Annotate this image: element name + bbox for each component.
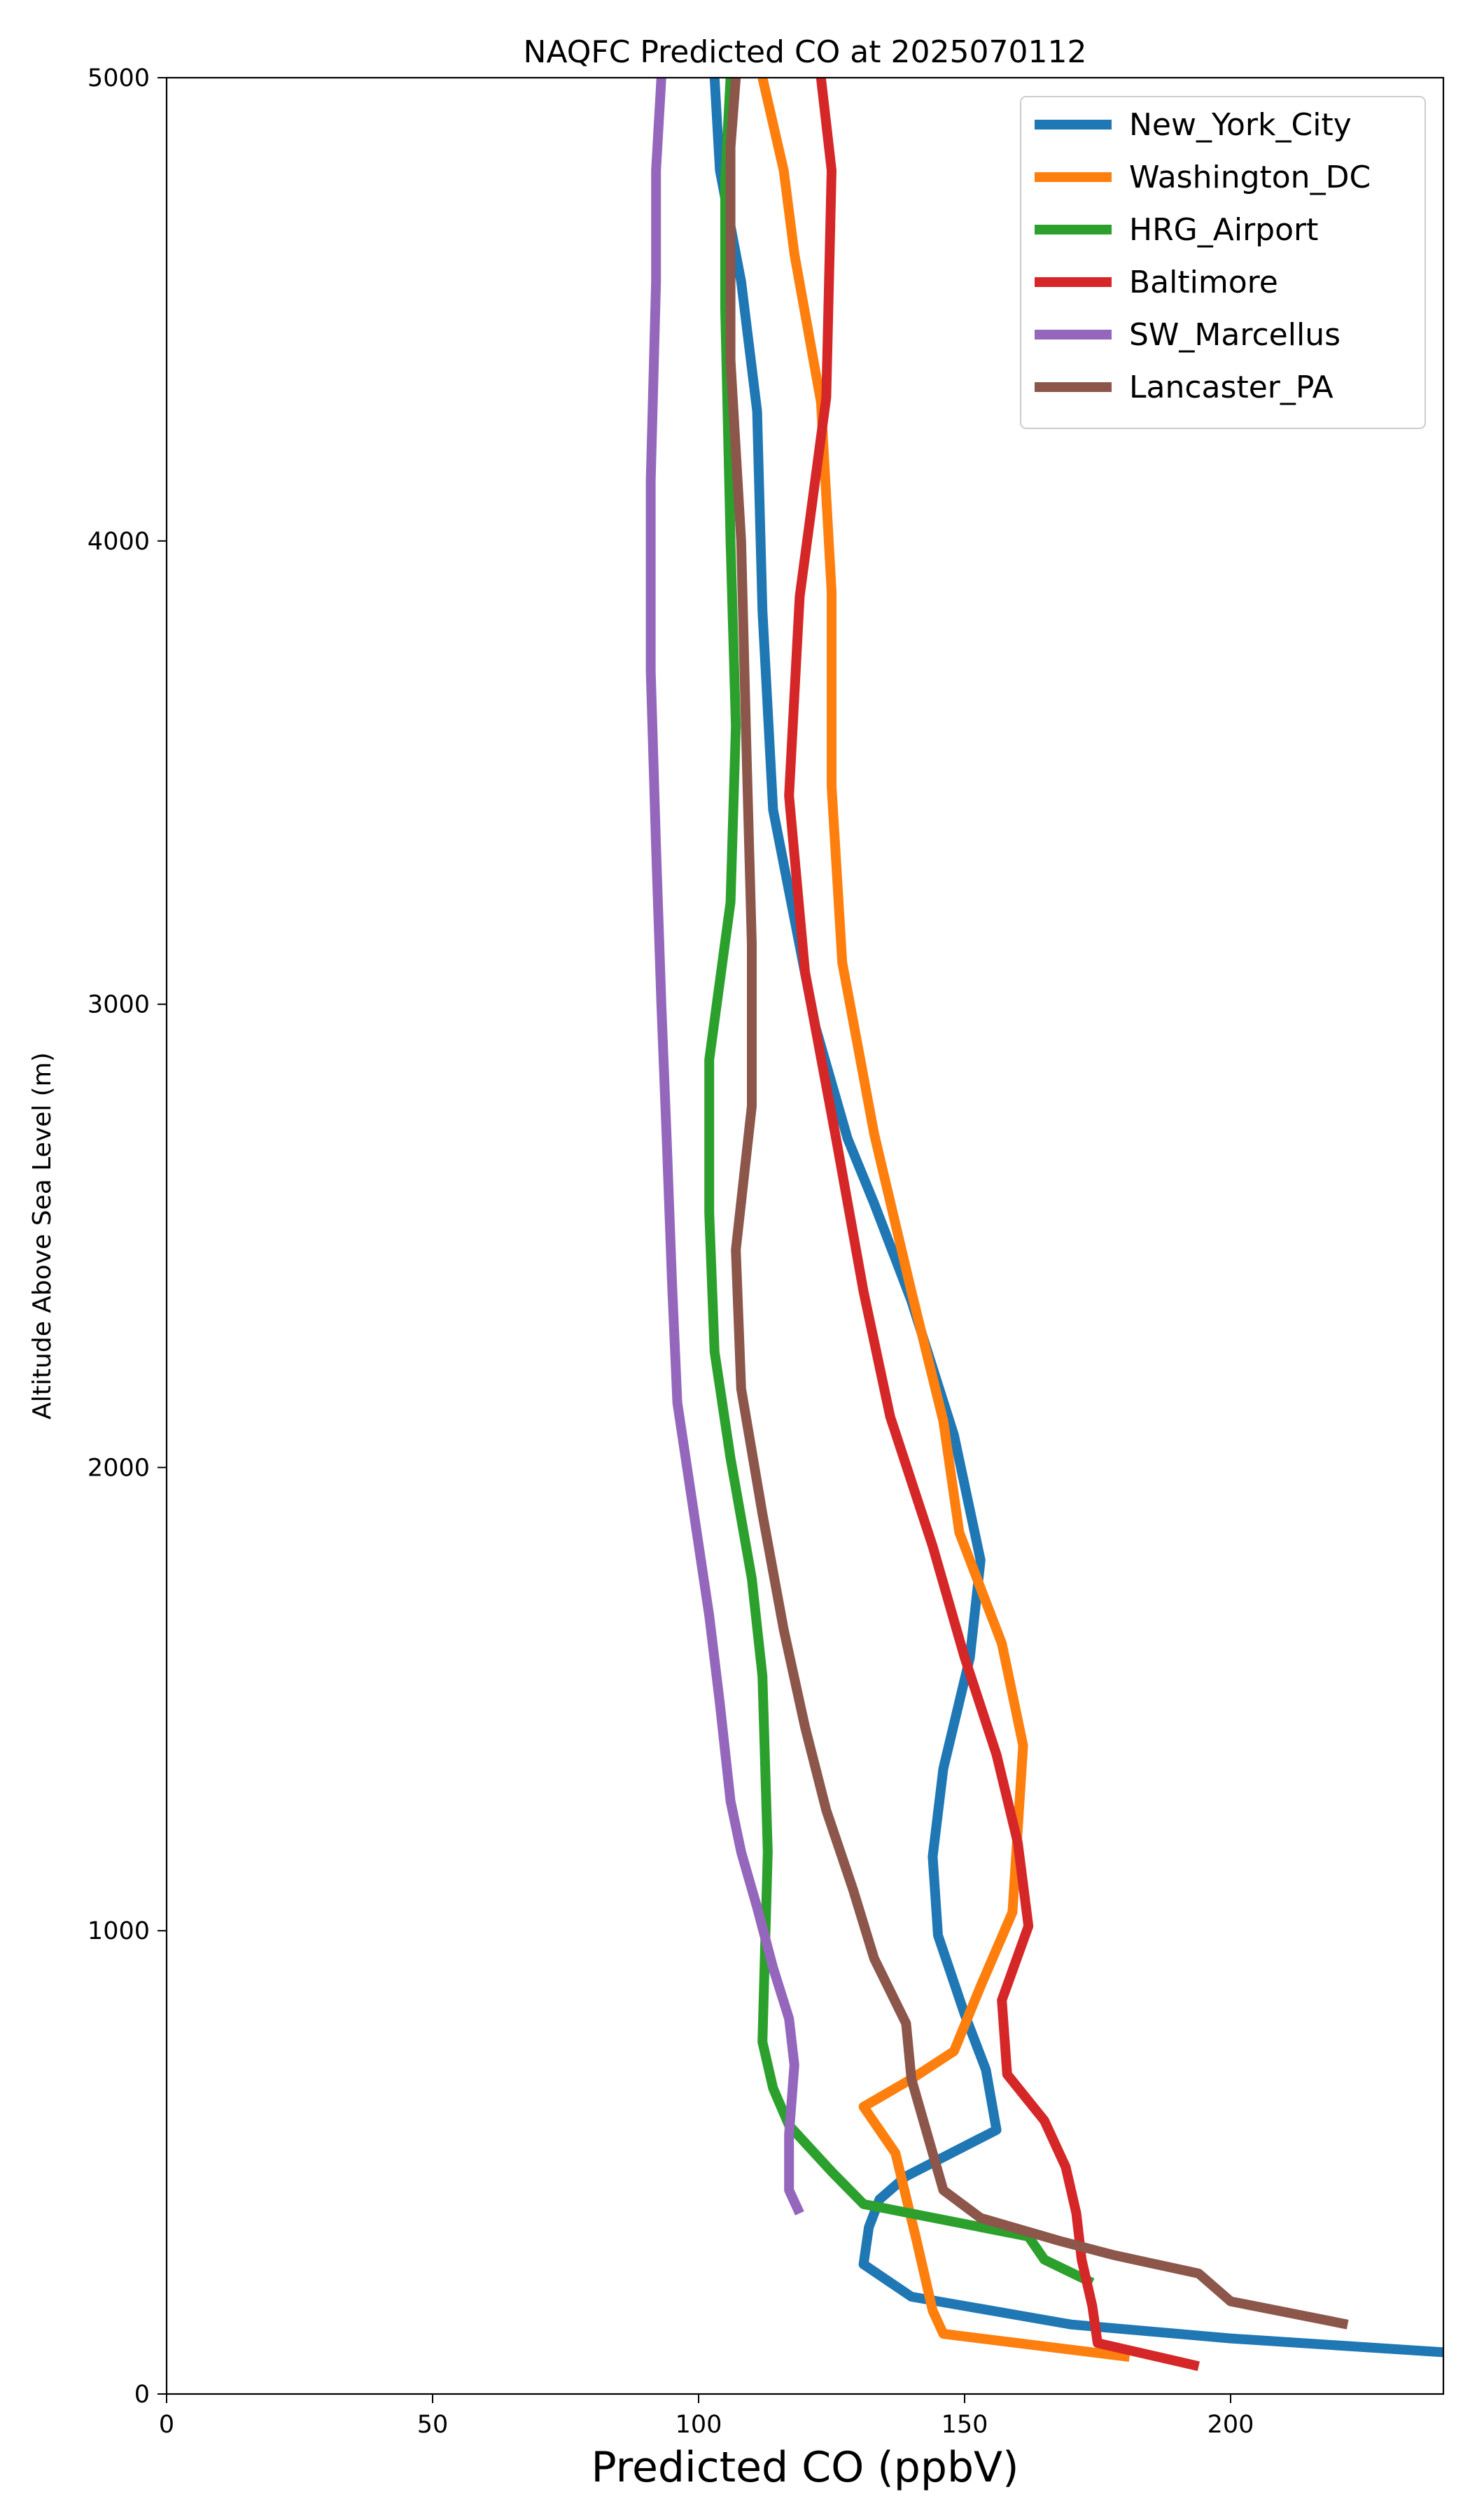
- legend-label: Baltimore: [1129, 265, 1278, 300]
- legend-box: [1020, 96, 1426, 429]
- y-tick-label: 0: [134, 2381, 150, 2409]
- series-line-baltimore: [784, 78, 1200, 2372]
- legend-label: New_York_City: [1129, 107, 1352, 143]
- y-tick-label: 5000: [88, 64, 150, 92]
- x-tick-label: 100: [676, 2411, 722, 2439]
- chart-title: NAQFC Predicted CO at 2025070112: [524, 34, 1087, 70]
- series-line-sw-marcellus: [645, 78, 804, 2216]
- x-tick-label: 150: [941, 2411, 988, 2439]
- x-tick-label: 50: [417, 2411, 449, 2439]
- series-line-lancaster-pa: [725, 78, 1349, 2330]
- legend-label: Washington_DC: [1129, 160, 1371, 195]
- y-tick-label: 1000: [88, 1917, 150, 1945]
- y-tick-label: 4000: [88, 528, 150, 556]
- series-line-new-york-city: [709, 78, 1443, 2358]
- x-axis-label: Predicted CO (ppbV): [591, 2443, 1018, 2492]
- plot-area: [645, 78, 1443, 2372]
- series-line-washington-dc: [757, 78, 1130, 2362]
- axes-frame: [165, 76, 1445, 2395]
- x-tick-label: 0: [159, 2411, 174, 2439]
- legend-label: HRG_Airport: [1129, 212, 1318, 248]
- y-axis: 0 1000 2000 3000 4000 5000: [88, 64, 167, 2409]
- legend-label: Lancaster_PA: [1129, 370, 1334, 405]
- y-axis-label: Altitude Above Sea Level (m): [28, 1052, 57, 1420]
- y-tick-label: 2000: [88, 1454, 150, 1482]
- y-tick-label: 3000: [88, 991, 150, 1019]
- x-axis: 0 50 100 150 200: [159, 2394, 1254, 2439]
- legend-label: SW_Marcellus: [1129, 317, 1340, 353]
- series-line-hrg-airport: [704, 78, 1095, 2288]
- x-tick-label: 200: [1208, 2411, 1254, 2439]
- legend: New_York_City Washington_DC HRG_Airport Bal…: [1020, 96, 1426, 429]
